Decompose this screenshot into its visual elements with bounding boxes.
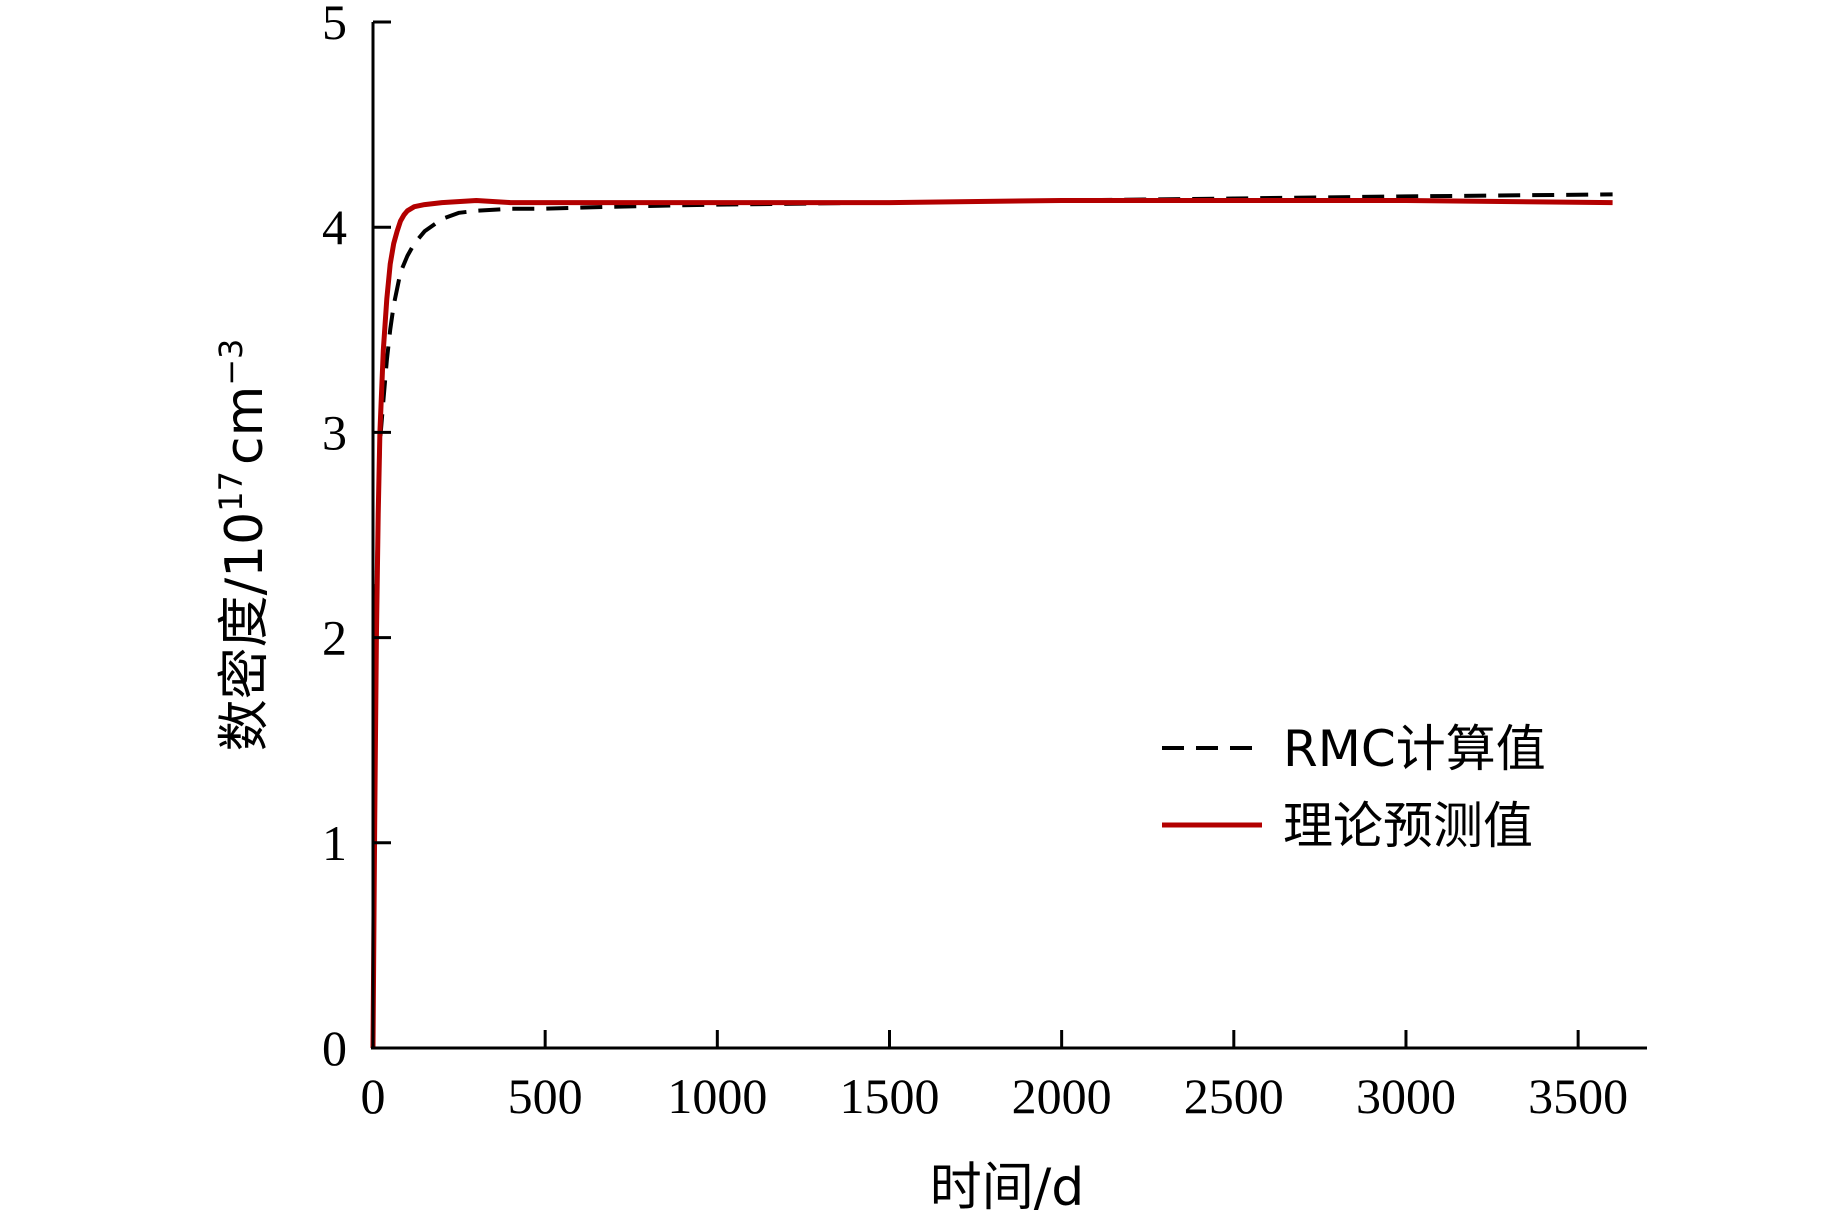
x-tick-label: 3500 (1528, 1068, 1628, 1124)
y-tick-label: 3 (322, 404, 347, 460)
y-axis-title-unit-exponent: −3 (212, 339, 250, 386)
x-tick-label: 2000 (1012, 1068, 1112, 1124)
legend-label-theory: 理论预测值 (1283, 797, 1533, 855)
x-tick-label: 500 (508, 1068, 583, 1124)
y-tick-label: 0 (322, 1020, 347, 1076)
y-tick-label: 1 (322, 815, 347, 871)
x-axis-title: 时间/d (930, 1158, 1085, 1215)
y-axis-title: 数密度/1017 cm−3 (212, 339, 275, 752)
x-tick-label: 3000 (1356, 1068, 1456, 1124)
legend: RMC计算值 理论预测值 (1162, 720, 1546, 855)
x-tick-label: 2500 (1184, 1068, 1284, 1124)
y-axis-title-exponent: 17 (212, 471, 250, 512)
legend-label-rmc: RMC计算值 (1283, 720, 1546, 778)
plot-area (370, 192, 1613, 1049)
y-tick-label: 2 (322, 610, 347, 666)
y-axis-title-unit: cm (215, 386, 275, 465)
y-tick-label: 5 (322, 0, 347, 50)
y-tick-label: 4 (322, 199, 347, 255)
series-line-1 (370, 198, 1613, 1049)
x-tick-label: 1500 (839, 1068, 939, 1124)
y-axis-title-main: 数密度/10 (215, 512, 275, 752)
series-line-0 (371, 192, 1613, 1049)
x-tick-label: 1000 (667, 1068, 767, 1124)
x-tick-label: 0 (361, 1068, 386, 1124)
tick-labels: 0 1 2 3 4 5 0 500 1000 1500 2000 2500 3000 3500 (322, 0, 1628, 1124)
axes (371, 20, 1647, 1050)
